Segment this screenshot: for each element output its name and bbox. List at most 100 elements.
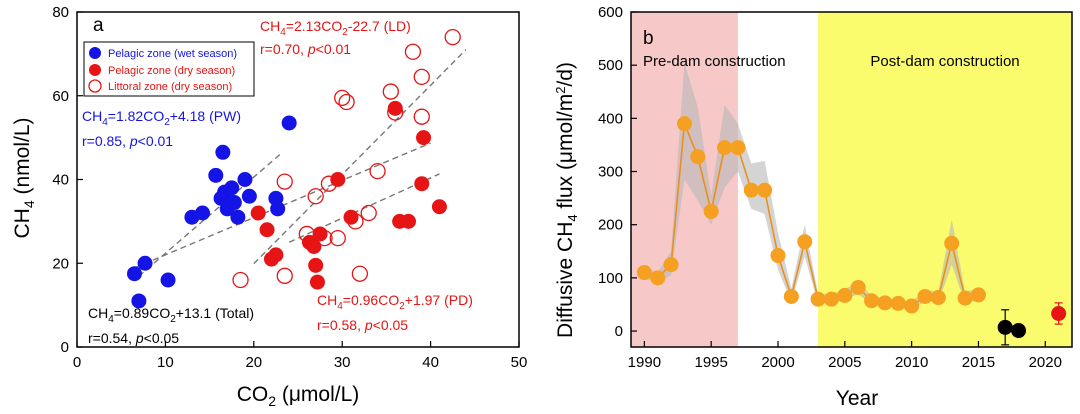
- annotation-pd-stats: r=0.58, p<0.05: [317, 317, 408, 333]
- point-littoral-dry: [329, 229, 346, 247]
- x-tick-label: 10: [157, 354, 174, 371]
- fit-line-ld: [253, 49, 467, 265]
- point-pelagic-wet: [230, 209, 246, 225]
- point-pelagic-wet: [208, 167, 224, 183]
- point-pelagic-dry: [330, 172, 346, 187]
- post-dam-label: Post-dam construction: [870, 53, 1019, 70]
- flux-point: [650, 270, 666, 286]
- legend-label-pw: Pelagic zone (wet season): [108, 48, 237, 60]
- annotation-pw-equation: CH4=1.82CO2+4.18 (PW): [82, 108, 241, 128]
- point-littoral-dry: [276, 267, 293, 284]
- panel-b-y-axis-title: Diffusive CH4 flux (μmol/m2/d): [553, 62, 580, 338]
- point-pelagic-dry: [309, 274, 325, 290]
- y-tick-label: 500: [598, 57, 623, 74]
- annotation-pw: CH4=1.82CO2+4.18 (PW) r=0.85, p<0.01: [82, 108, 241, 149]
- point-pelagic-wet: [195, 205, 211, 221]
- point-pelagic-dry: [343, 209, 359, 225]
- annotation-pd-equation: CH4=0.96CO2+1.97 (PD): [317, 292, 473, 312]
- annotation-total: CH4=0.89CO2+13.1 (Total) r=0.54, p<0.05: [88, 305, 254, 346]
- fit-line-pd: [288, 173, 440, 243]
- panel-b-points: [636, 116, 1067, 346]
- flux-point: [823, 291, 839, 307]
- panel-b: 1990 1995 2000 2005 2010 2015 2020 0 100 200 300 40…: [553, 4, 1073, 410]
- flux-point: [864, 293, 880, 309]
- annotation-ld-equation: CH4=2.13CO2-22.7 (LD): [260, 18, 411, 38]
- point-pelagic-wet: [131, 293, 147, 309]
- flux-point: [930, 290, 946, 306]
- legend-marker-ld: [88, 79, 102, 93]
- legend-marker-pd: [89, 64, 101, 76]
- point-pelagic-wet: [160, 272, 176, 288]
- panel-a-axes: 0 10 20 30 40 50 0 20 40 60 80: [52, 4, 527, 371]
- legend-label-pd: Pelagic zone (dry season): [108, 65, 235, 77]
- flux-point: [904, 298, 920, 314]
- measured-point-black: [1011, 323, 1027, 339]
- y-tick-label: 400: [598, 110, 623, 127]
- y-tick-label: 60: [52, 88, 69, 105]
- flux-point: [676, 116, 692, 132]
- point-pelagic-wet: [270, 201, 286, 217]
- flux-point: [783, 288, 799, 304]
- flux-point: [797, 234, 813, 250]
- annotation-total-equation: CH4=0.89CO2+13.1 (Total): [88, 305, 254, 325]
- point-littoral-dry: [338, 93, 355, 111]
- flux-point: [957, 290, 973, 306]
- flux-point: [636, 265, 652, 281]
- x-tick-label: 40: [422, 354, 439, 371]
- panel-b-frame: [630, 11, 1073, 348]
- point-littoral-dry: [404, 43, 422, 60]
- flux-point: [850, 279, 866, 295]
- panel-a: 0 10 20 30 40 50 0 20 40 60 80 a Pelagic zone (wet…: [11, 4, 527, 409]
- point-littoral-dry: [334, 89, 351, 106]
- panel-b-label: b: [643, 28, 654, 49]
- annotation-total-stats: r=0.54, p<0.05: [88, 330, 179, 346]
- annotation-ld-stats: r=0.70, p<0.01: [260, 41, 351, 57]
- point-littoral-dry: [232, 271, 249, 289]
- y-tick-label: 100: [598, 270, 623, 287]
- x-tick-label: 20: [245, 354, 262, 371]
- x-tick-label: 0: [73, 354, 81, 371]
- y-tick-label: 0: [61, 339, 69, 356]
- point-pelagic-wet: [137, 255, 153, 271]
- point-littoral-dry: [316, 229, 333, 247]
- measured-point-red: [1051, 306, 1067, 321]
- measured-point-black: [997, 319, 1013, 335]
- panel-a-label: a: [93, 15, 104, 36]
- point-pelagic-wet: [237, 172, 253, 187]
- flux-point: [757, 182, 773, 198]
- point-littoral-dry: [382, 83, 399, 100]
- legend-label-ld: Littoral zone (dry season): [108, 81, 232, 93]
- point-pelagic-dry: [414, 176, 430, 192]
- point-littoral-dry: [298, 225, 315, 243]
- flux-point: [690, 149, 706, 165]
- flux-point: [717, 140, 733, 156]
- point-pelagic-dry: [306, 239, 322, 254]
- point-pelagic-wet: [215, 144, 231, 160]
- point-littoral-dry: [413, 68, 430, 86]
- y-tick-label: 0: [615, 323, 623, 340]
- legend-marker-pw: [89, 47, 101, 59]
- point-pelagic-wet: [224, 180, 240, 196]
- flux-point: [837, 287, 853, 303]
- uncertainty-band: [644, 62, 979, 310]
- point-pelagic-dry: [416, 130, 432, 146]
- flux-point: [890, 295, 906, 311]
- point-littoral-dry: [347, 213, 364, 230]
- flux-point: [743, 182, 759, 198]
- point-littoral-dry: [320, 175, 338, 192]
- annotation-pd: CH4=0.96CO2+1.97 (PD) r=0.58, p<0.05: [317, 292, 473, 333]
- point-littoral-dry: [444, 28, 461, 46]
- point-pelagic-wet: [241, 188, 257, 204]
- y-tick-label: 20: [52, 255, 69, 272]
- annotation-ld: CH4=2.13CO2-22.7 (LD) r=0.70, p<0.01: [260, 18, 411, 57]
- point-littoral-dry: [369, 162, 386, 180]
- flux-point: [877, 295, 893, 311]
- point-littoral-dry: [387, 104, 404, 121]
- flux-point: [730, 140, 746, 156]
- point-littoral-dry: [307, 188, 324, 205]
- point-pelagic-dry: [387, 100, 403, 116]
- panel-b-axes: 1990 1995 2000 2005 2010 2015 2020 0 100 200 300 40…: [598, 4, 1073, 371]
- point-pelagic-wet: [226, 195, 242, 211]
- point-littoral-dry: [276, 173, 293, 190]
